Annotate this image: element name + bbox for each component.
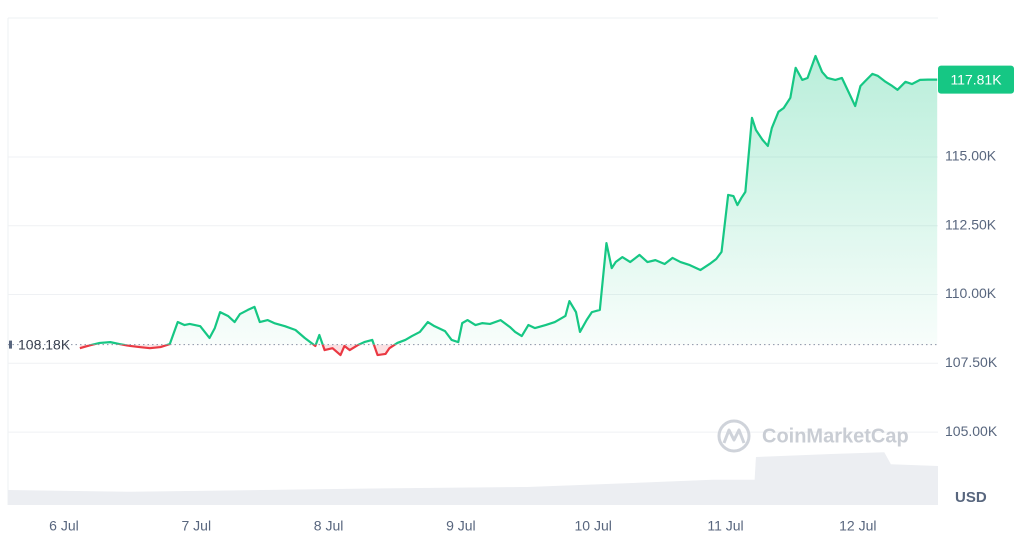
last-price-label: 117.81K — [950, 71, 1002, 87]
x-tick-label: 8 Jul — [314, 518, 344, 534]
watermark-logo — [717, 419, 751, 453]
x-tick-label: 6 Jul — [49, 518, 79, 534]
area-up — [92, 55, 938, 345]
x-tick-label: 9 Jul — [446, 518, 476, 534]
x-tick-label: 7 Jul — [181, 518, 211, 534]
y-tick-label: 107.50K — [945, 354, 998, 370]
x-tick-label: 12 Jul — [839, 518, 876, 534]
currency-label: USD — [955, 489, 987, 506]
x-tick-label: 11 Jul — [707, 518, 743, 534]
baseline-label: 108.18K — [18, 336, 71, 352]
last-price-box — [938, 65, 1014, 94]
y-tick-label: 105.00K — [945, 423, 998, 439]
watermark-logo-mark — [722, 428, 746, 444]
watermark-text: CoinMarketCap — [762, 425, 909, 447]
volume-area — [8, 452, 938, 505]
baseline-marker — [9, 340, 12, 349]
watermark: CoinMarketCap — [717, 419, 909, 453]
y-tick-label: 110.00K — [945, 285, 997, 301]
y-tick-label: 115.00K — [945, 148, 997, 164]
price-line-up — [88, 54, 938, 345]
y-tick-label: 112.50K — [945, 216, 997, 232]
x-tick-label: 10 Jul — [575, 518, 612, 534]
